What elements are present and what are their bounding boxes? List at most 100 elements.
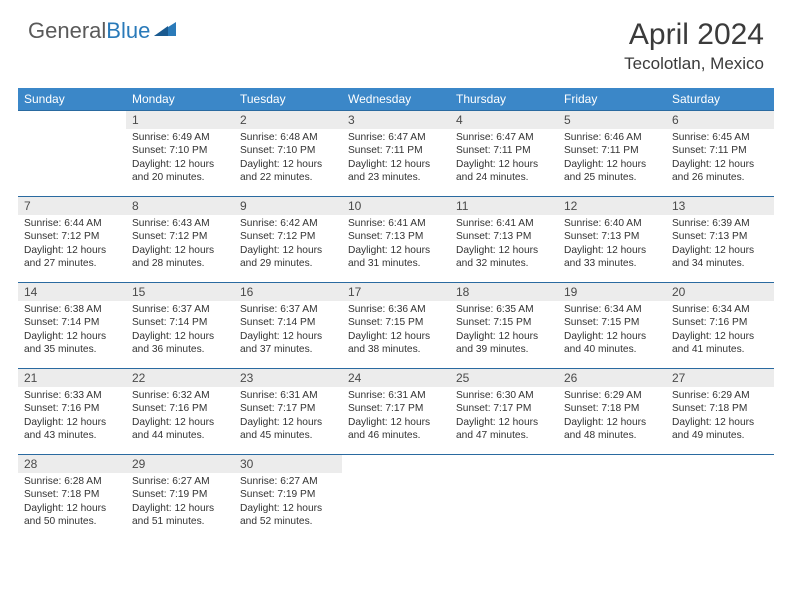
calendar-cell: 12Sunrise: 6:40 AMSunset: 7:13 PMDayligh… (558, 196, 666, 282)
calendar-cell: 18Sunrise: 6:35 AMSunset: 7:15 PMDayligh… (450, 282, 558, 368)
day-details: Sunrise: 6:32 AMSunset: 7:16 PMDaylight:… (126, 387, 234, 447)
day-details: Sunrise: 6:44 AMSunset: 7:12 PMDaylight:… (18, 215, 126, 275)
day-number: 27 (666, 368, 774, 387)
day-number-empty (558, 454, 666, 473)
calendar-cell (558, 454, 666, 540)
calendar-cell: 1Sunrise: 6:49 AMSunset: 7:10 PMDaylight… (126, 110, 234, 196)
day-details: Sunrise: 6:48 AMSunset: 7:10 PMDaylight:… (234, 129, 342, 189)
day-details: Sunrise: 6:31 AMSunset: 7:17 PMDaylight:… (342, 387, 450, 447)
day-number: 3 (342, 110, 450, 129)
calendar-cell: 23Sunrise: 6:31 AMSunset: 7:17 PMDayligh… (234, 368, 342, 454)
brand-logo: GeneralBlue (28, 18, 178, 44)
dow-header: Tuesday (234, 88, 342, 110)
day-details: Sunrise: 6:38 AMSunset: 7:14 PMDaylight:… (18, 301, 126, 361)
day-number: 16 (234, 282, 342, 301)
calendar-cell (342, 454, 450, 540)
day-number: 19 (558, 282, 666, 301)
calendar-row: 7Sunrise: 6:44 AMSunset: 7:12 PMDaylight… (18, 196, 774, 282)
calendar-row: 1Sunrise: 6:49 AMSunset: 7:10 PMDaylight… (18, 110, 774, 196)
calendar-cell: 9Sunrise: 6:42 AMSunset: 7:12 PMDaylight… (234, 196, 342, 282)
calendar-cell: 8Sunrise: 6:43 AMSunset: 7:12 PMDaylight… (126, 196, 234, 282)
calendar-cell: 4Sunrise: 6:47 AMSunset: 7:11 PMDaylight… (450, 110, 558, 196)
day-number: 5 (558, 110, 666, 129)
calendar-cell: 27Sunrise: 6:29 AMSunset: 7:18 PMDayligh… (666, 368, 774, 454)
day-details: Sunrise: 6:49 AMSunset: 7:10 PMDaylight:… (126, 129, 234, 189)
dow-header: Friday (558, 88, 666, 110)
day-number-empty (666, 454, 774, 473)
day-details: Sunrise: 6:41 AMSunset: 7:13 PMDaylight:… (450, 215, 558, 275)
calendar-row: 28Sunrise: 6:28 AMSunset: 7:18 PMDayligh… (18, 454, 774, 540)
day-number: 4 (450, 110, 558, 129)
calendar-cell: 21Sunrise: 6:33 AMSunset: 7:16 PMDayligh… (18, 368, 126, 454)
day-details: Sunrise: 6:46 AMSunset: 7:11 PMDaylight:… (558, 129, 666, 189)
calendar-cell: 22Sunrise: 6:32 AMSunset: 7:16 PMDayligh… (126, 368, 234, 454)
day-details: Sunrise: 6:39 AMSunset: 7:13 PMDaylight:… (666, 215, 774, 275)
day-number: 2 (234, 110, 342, 129)
day-details: Sunrise: 6:35 AMSunset: 7:15 PMDaylight:… (450, 301, 558, 361)
calendar-cell: 7Sunrise: 6:44 AMSunset: 7:12 PMDaylight… (18, 196, 126, 282)
calendar-cell (18, 110, 126, 196)
day-number: 13 (666, 196, 774, 215)
day-details: Sunrise: 6:40 AMSunset: 7:13 PMDaylight:… (558, 215, 666, 275)
dow-header: Sunday (18, 88, 126, 110)
calendar-cell (666, 454, 774, 540)
day-details: Sunrise: 6:29 AMSunset: 7:18 PMDaylight:… (558, 387, 666, 447)
calendar-cell: 3Sunrise: 6:47 AMSunset: 7:11 PMDaylight… (342, 110, 450, 196)
day-number: 23 (234, 368, 342, 387)
calendar-cell: 13Sunrise: 6:39 AMSunset: 7:13 PMDayligh… (666, 196, 774, 282)
day-details: Sunrise: 6:41 AMSunset: 7:13 PMDaylight:… (342, 215, 450, 275)
header: GeneralBlue April 2024 Tecolotlan, Mexic… (0, 0, 792, 82)
calendar-cell: 15Sunrise: 6:37 AMSunset: 7:14 PMDayligh… (126, 282, 234, 368)
calendar-cell: 26Sunrise: 6:29 AMSunset: 7:18 PMDayligh… (558, 368, 666, 454)
day-number: 10 (342, 196, 450, 215)
dow-header: Thursday (450, 88, 558, 110)
location: Tecolotlan, Mexico (624, 54, 764, 74)
triangle-icon (154, 20, 178, 43)
calendar-body: 1Sunrise: 6:49 AMSunset: 7:10 PMDaylight… (18, 110, 774, 540)
calendar-row: 21Sunrise: 6:33 AMSunset: 7:16 PMDayligh… (18, 368, 774, 454)
calendar-cell: 24Sunrise: 6:31 AMSunset: 7:17 PMDayligh… (342, 368, 450, 454)
day-details: Sunrise: 6:47 AMSunset: 7:11 PMDaylight:… (342, 129, 450, 189)
day-number: 12 (558, 196, 666, 215)
brand-left: General (28, 18, 106, 43)
month-title: April 2024 (624, 18, 764, 52)
day-details: Sunrise: 6:45 AMSunset: 7:11 PMDaylight:… (666, 129, 774, 189)
calendar-cell: 20Sunrise: 6:34 AMSunset: 7:16 PMDayligh… (666, 282, 774, 368)
calendar-cell: 28Sunrise: 6:28 AMSunset: 7:18 PMDayligh… (18, 454, 126, 540)
calendar-cell: 5Sunrise: 6:46 AMSunset: 7:11 PMDaylight… (558, 110, 666, 196)
day-details: Sunrise: 6:43 AMSunset: 7:12 PMDaylight:… (126, 215, 234, 275)
day-number: 6 (666, 110, 774, 129)
day-number: 21 (18, 368, 126, 387)
calendar-cell: 30Sunrise: 6:27 AMSunset: 7:19 PMDayligh… (234, 454, 342, 540)
day-number: 26 (558, 368, 666, 387)
day-number: 14 (18, 282, 126, 301)
day-number: 25 (450, 368, 558, 387)
day-details: Sunrise: 6:47 AMSunset: 7:11 PMDaylight:… (450, 129, 558, 189)
day-number: 30 (234, 454, 342, 473)
day-details: Sunrise: 6:29 AMSunset: 7:18 PMDaylight:… (666, 387, 774, 447)
day-details: Sunrise: 6:33 AMSunset: 7:16 PMDaylight:… (18, 387, 126, 447)
day-number: 1 (126, 110, 234, 129)
day-number: 24 (342, 368, 450, 387)
calendar-cell: 29Sunrise: 6:27 AMSunset: 7:19 PMDayligh… (126, 454, 234, 540)
day-details: Sunrise: 6:27 AMSunset: 7:19 PMDaylight:… (126, 473, 234, 533)
calendar-cell: 11Sunrise: 6:41 AMSunset: 7:13 PMDayligh… (450, 196, 558, 282)
day-number-empty (450, 454, 558, 473)
day-number: 15 (126, 282, 234, 301)
calendar-cell: 17Sunrise: 6:36 AMSunset: 7:15 PMDayligh… (342, 282, 450, 368)
calendar-cell: 6Sunrise: 6:45 AMSunset: 7:11 PMDaylight… (666, 110, 774, 196)
day-details: Sunrise: 6:30 AMSunset: 7:17 PMDaylight:… (450, 387, 558, 447)
calendar-cell: 25Sunrise: 6:30 AMSunset: 7:17 PMDayligh… (450, 368, 558, 454)
dow-header: Saturday (666, 88, 774, 110)
day-details: Sunrise: 6:27 AMSunset: 7:19 PMDaylight:… (234, 473, 342, 533)
day-number: 17 (342, 282, 450, 301)
calendar-cell: 16Sunrise: 6:37 AMSunset: 7:14 PMDayligh… (234, 282, 342, 368)
day-number: 22 (126, 368, 234, 387)
day-number: 9 (234, 196, 342, 215)
day-number-empty (342, 454, 450, 473)
day-number: 8 (126, 196, 234, 215)
day-details: Sunrise: 6:31 AMSunset: 7:17 PMDaylight:… (234, 387, 342, 447)
day-details: Sunrise: 6:34 AMSunset: 7:16 PMDaylight:… (666, 301, 774, 361)
brand-right: Blue (106, 18, 150, 43)
title-block: April 2024 Tecolotlan, Mexico (624, 18, 764, 74)
